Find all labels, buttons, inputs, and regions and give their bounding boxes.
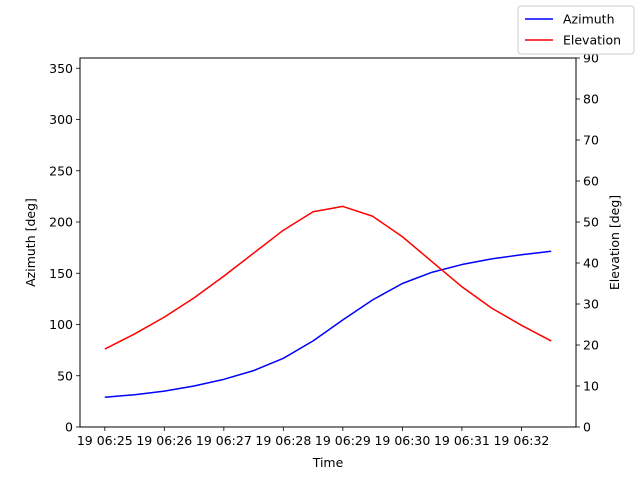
x-tick-label: 19 06:27 — [196, 433, 252, 448]
legend-label-elevation: Elevation — [563, 33, 621, 48]
legend-box — [517, 5, 635, 55]
left-y-tick-label: 0 — [65, 420, 73, 435]
x-tick-label: 19 06:25 — [77, 433, 133, 448]
right-y-tick-label: 80 — [583, 92, 599, 107]
x-tick-label: 19 06:30 — [374, 433, 430, 448]
right-y-tick-label: 40 — [583, 256, 599, 271]
right-y-axis-label: Elevation [deg] — [607, 195, 622, 290]
series-line-azimuth — [104, 250, 552, 399]
left-y-tick-label: 150 — [49, 266, 73, 281]
right-y-tick-label: 70 — [583, 133, 599, 148]
x-axis: 19 06:25 19 06:26 19 06:27 19 06:28 19 06:29… — [77, 427, 549, 448]
plot-lines — [104, 205, 552, 399]
x-tick-label: 19 06:28 — [255, 433, 311, 448]
left-y-tick-label: 200 — [49, 215, 73, 230]
legend: Azimuth Elevation — [517, 5, 635, 55]
plot-frame — [79, 57, 577, 428]
right-y-tick-label: 50 — [583, 215, 599, 230]
legend-label-azimuth: Azimuth — [563, 12, 615, 27]
x-tick-label: 19 06:29 — [315, 433, 371, 448]
left-y-axis-label: Azimuth [deg] — [23, 198, 38, 287]
left-y-tick-label: 50 — [57, 368, 73, 383]
left-y-tick-label: 350 — [49, 61, 73, 76]
series-line-elevation — [104, 205, 552, 350]
left-y-tick-label: 100 — [49, 317, 73, 332]
left-y-axis: 0 50 100 150 200 250 300 350 — [49, 61, 80, 435]
right-y-tick-label: 20 — [583, 338, 599, 353]
right-y-tick-label: 10 — [583, 379, 599, 394]
left-y-tick-label: 300 — [49, 112, 73, 127]
x-tick-label: 19 06:32 — [493, 433, 549, 448]
x-tick-label: 19 06:31 — [434, 433, 490, 448]
right-y-tick-label: 60 — [583, 174, 599, 189]
x-tick-label: 19 06:26 — [136, 433, 192, 448]
x-axis-label: Time — [312, 455, 344, 470]
right-y-tick-label: 0 — [583, 420, 591, 435]
left-y-tick-label: 250 — [49, 163, 73, 178]
right-y-tick-label: 30 — [583, 297, 599, 312]
